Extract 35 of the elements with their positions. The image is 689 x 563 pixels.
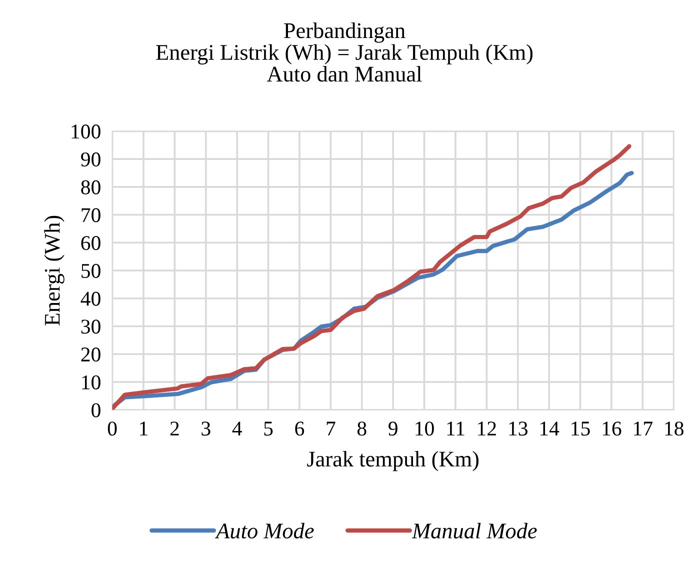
x-tick-label: 17 (634, 422, 652, 436)
x-tick-label: 7 (326, 422, 336, 436)
legend-label: Auto Mode (214, 522, 314, 539)
y-tick-label: 20 (81, 348, 100, 362)
y-tick-label: 60 (81, 236, 100, 250)
y-tick-label: 80 (81, 180, 100, 194)
x-tick-label: 9 (388, 422, 398, 436)
x-tick-label: 11 (447, 422, 464, 436)
x-tick-label: 6 (295, 422, 304, 436)
x-tick-label: 2 (170, 422, 179, 436)
y-tick-label: 10 (82, 375, 100, 390)
legend-label: Manual Mode (412, 522, 537, 539)
y-axis-title: Energi (Wh) (44, 216, 64, 326)
x-tick-label: 16 (602, 422, 622, 436)
x-tick-label: 1 (140, 422, 148, 436)
x-tick-label: 3 (202, 422, 210, 436)
x-tick-label: 8 (357, 422, 366, 436)
y-tick-label: 90 (81, 152, 100, 166)
x-tick-label: 12 (478, 422, 496, 436)
y-tick-label: 50 (82, 264, 100, 278)
y-tick-label: 70 (82, 208, 100, 222)
x-tick-label: 0 (108, 422, 117, 436)
x-tick-label: 15 (572, 422, 590, 436)
x-tick-label: 5 (264, 422, 273, 436)
y-tick-label: 40 (80, 292, 100, 306)
x-tick-label: 10 (416, 422, 434, 436)
x-tick-label: 14 (540, 422, 560, 436)
x-tick-label: 13 (509, 422, 528, 436)
x-tick-label: 4 (232, 422, 242, 436)
x-tick-label: 18 (665, 422, 684, 436)
chart-title: Perbandingan Energi Listrik (Wh) = Jarak Tempuh (Km) Auto dan Manual (156, 22, 533, 82)
y-tick-label: 0 (92, 403, 100, 418)
y-tick-label: 30 (81, 320, 100, 334)
x-axis-title: Jarak tempuh (Km) (307, 450, 478, 472)
y-tick-label: 100 (72, 124, 100, 139)
